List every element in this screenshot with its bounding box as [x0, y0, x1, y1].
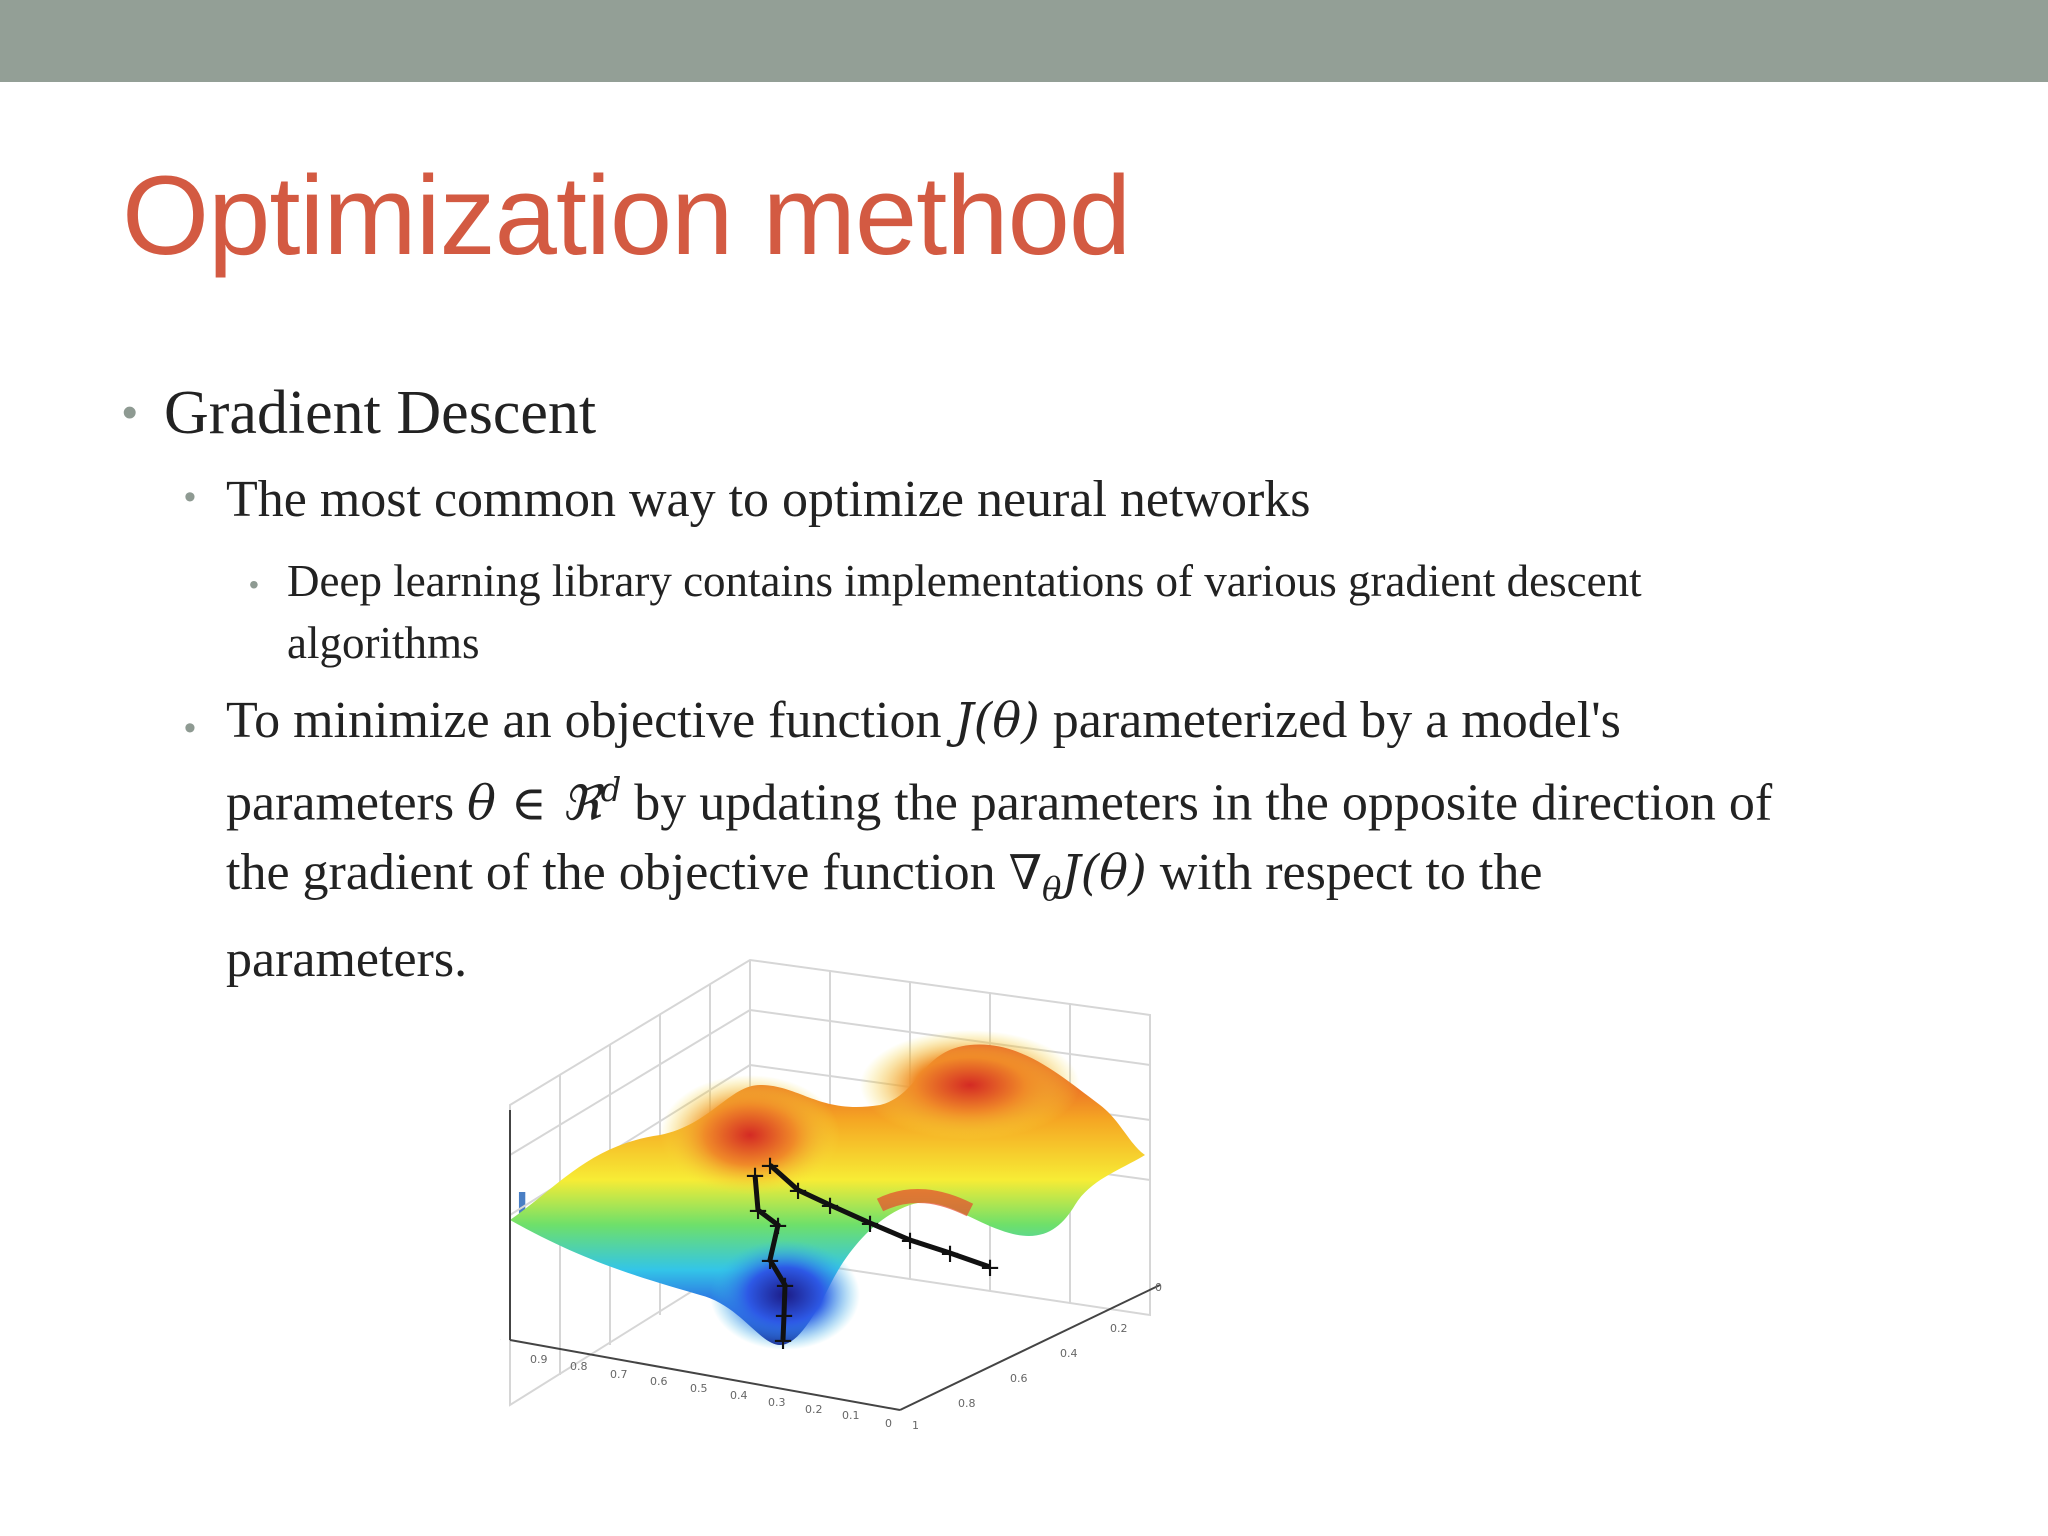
- bullet-line-4: parameters.: [226, 930, 468, 988]
- math-superscript-d: d: [600, 771, 622, 809]
- top-accent-bar: [0, 0, 2048, 82]
- bullet-dot: •: [184, 709, 196, 747]
- bullet-minimize: • To minimize an objective function J(θ)…: [184, 686, 1772, 994]
- z-tick: -1: [500, 1258, 501, 1271]
- x-tick: 0.8: [570, 1360, 588, 1373]
- bullet-common-way: • The most common way to optimize neural…: [184, 470, 1311, 529]
- svg-text:+: +: [773, 1301, 795, 1331]
- svg-text:+: +: [979, 1253, 1001, 1283]
- svg-text:+: +: [787, 1176, 809, 1206]
- text-run: by updating the parameters in the opposi…: [621, 774, 1773, 832]
- svg-text:+: +: [774, 1271, 796, 1301]
- bullet-text-line2: algorithms: [287, 618, 480, 668]
- math-gradient-j: J(θ): [1061, 846, 1147, 902]
- math-subscript-theta: θ: [1042, 870, 1062, 909]
- bullet-text: The most common way to optimize neural n…: [226, 471, 1311, 528]
- bullet-line-1: To minimize an objective function J(θ) p…: [226, 686, 1772, 756]
- x-tick: 0.7: [610, 1368, 628, 1381]
- bullet-dot: •: [249, 569, 259, 600]
- z-tick: -3: [500, 1332, 501, 1345]
- math-nabla: ∇: [1008, 846, 1043, 902]
- bullet-line-3: the gradient of the objective function ∇…: [226, 838, 1772, 924]
- svg-text:+: +: [767, 1211, 789, 1241]
- x-tick: 0.9: [530, 1353, 548, 1366]
- x-tick: 0.5: [690, 1382, 708, 1395]
- math-theta-in-rd: θ ∈ ℜ: [467, 776, 601, 832]
- bullet-gradient-descent: • Gradient Descent: [122, 378, 597, 449]
- text-run: To minimize an objective function: [226, 692, 955, 749]
- x-tick: 0.4: [730, 1389, 748, 1402]
- loss-surface-figure: +++ ++++ +++ ++++ 3 2 1 0 -1 -2 -3 1 0.9…: [500, 958, 1162, 1432]
- y-tick: 1: [912, 1419, 919, 1432]
- svg-text:+: +: [859, 1209, 881, 1239]
- svg-text:+: +: [759, 1151, 781, 1181]
- svg-text:+: +: [899, 1226, 921, 1256]
- svg-text:+: +: [759, 1246, 781, 1276]
- svg-text:+: +: [939, 1239, 961, 1269]
- svg-text:+: +: [747, 1196, 769, 1226]
- y-tick: 0: [1155, 1281, 1162, 1294]
- text-run: parameterized by a model's: [1039, 692, 1621, 749]
- math-objective: J(θ): [954, 694, 1040, 749]
- x-tick: 0.3: [768, 1396, 786, 1409]
- bullet-line-2: parameters θ ∈ ℜd by updating the parame…: [226, 756, 1772, 838]
- text-run: the gradient of the objective function: [226, 844, 1009, 902]
- bullet-text-line1: Deep learning library contains implement…: [287, 556, 1642, 606]
- bullet-dot: •: [122, 388, 138, 437]
- x-tick: 0.1: [842, 1409, 860, 1422]
- text-run: parameters: [226, 774, 468, 832]
- x-tick: 0: [885, 1417, 892, 1430]
- y-tick: 0.6: [1010, 1372, 1028, 1385]
- axes: [509, 1110, 1161, 1411]
- path-right: [768, 1163, 991, 1270]
- y-tick: 0.8: [958, 1397, 976, 1410]
- path-left: [752, 1174, 788, 1341]
- x-tick: 0.6: [650, 1375, 668, 1388]
- loss-surface: [510, 1030, 1145, 1350]
- y-tick: 0.4: [1060, 1347, 1078, 1360]
- svg-text:+: +: [772, 1326, 794, 1356]
- descent-paths: [752, 1163, 991, 1341]
- bullet-library: • Deep learning library contains impleme…: [249, 550, 1642, 674]
- tick-labels: 3 2 1 0 -1 -2 -3 1 0.9 0.8 0.7 0.6 0.5 0…: [500, 1258, 1162, 1432]
- bullet-text: Gradient Descent: [164, 379, 597, 447]
- svg-text:+: +: [819, 1191, 841, 1221]
- y-tick: 0.2: [1110, 1322, 1128, 1335]
- descent-markers: +++ ++++ ++ + ++ + +: [744, 1151, 1001, 1356]
- x-tick: 0.2: [805, 1403, 823, 1416]
- slide-title: Optimization method: [122, 153, 1131, 278]
- svg-text:+: +: [744, 1161, 766, 1191]
- z-tick: -2: [500, 1295, 501, 1308]
- x-tick: 1: [500, 1342, 501, 1355]
- bullet-dot: •: [184, 478, 196, 516]
- text-run: with respect to the: [1146, 844, 1543, 902]
